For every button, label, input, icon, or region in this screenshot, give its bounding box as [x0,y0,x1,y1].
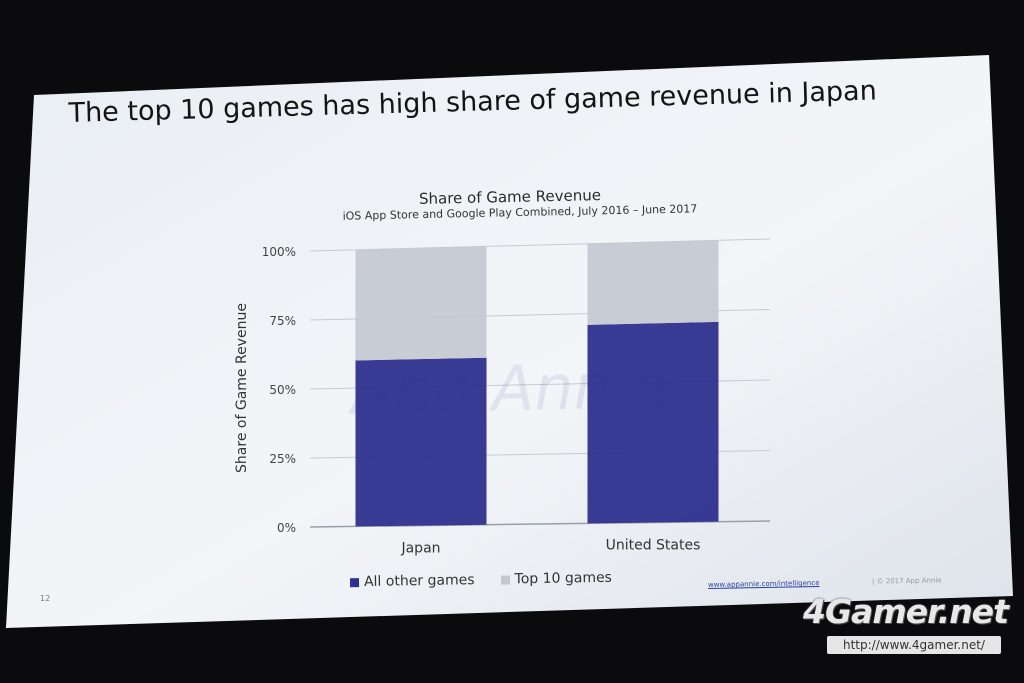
site-watermark-url: http://www.4gamer.net/ [827,636,1001,654]
legend-swatch-top10 [500,575,510,585]
legend-swatch-all-other [349,577,360,587]
page-number: 12 [40,594,51,603]
x-categories: Japan United States [400,538,700,557]
y-tick-label: 25% [269,452,296,466]
y-tick-label: 75% [269,314,296,328]
legend-item-all-other: All other games [349,572,475,591]
y-ticks: 0% 25% 50% 75% 100% [262,245,296,535]
x-category-label: Japan [400,541,440,557]
bar-united-states-top-10-games [587,240,719,325]
x-category-label: United States [606,538,701,554]
bars [355,240,719,527]
legend-item-top10: Top 10 games [500,570,612,588]
legend-label-top10: Top 10 games [514,569,613,588]
footer-copyright: | © 2017 App Annie [871,576,942,586]
y-tick-label: 100% [262,245,296,259]
bar-united-states-all-other-games [587,321,719,524]
site-watermark-logo: 4Gamer.net [803,592,1009,631]
bar-japan-top-10-games [355,246,487,361]
y-axis-label: Share of Game Revenue [234,303,250,473]
bar-japan-all-other-games [355,357,487,527]
legend-label-all-other: All other games [363,572,475,591]
y-tick-label: 0% [277,521,296,535]
y-tick-label: 50% [269,383,296,397]
